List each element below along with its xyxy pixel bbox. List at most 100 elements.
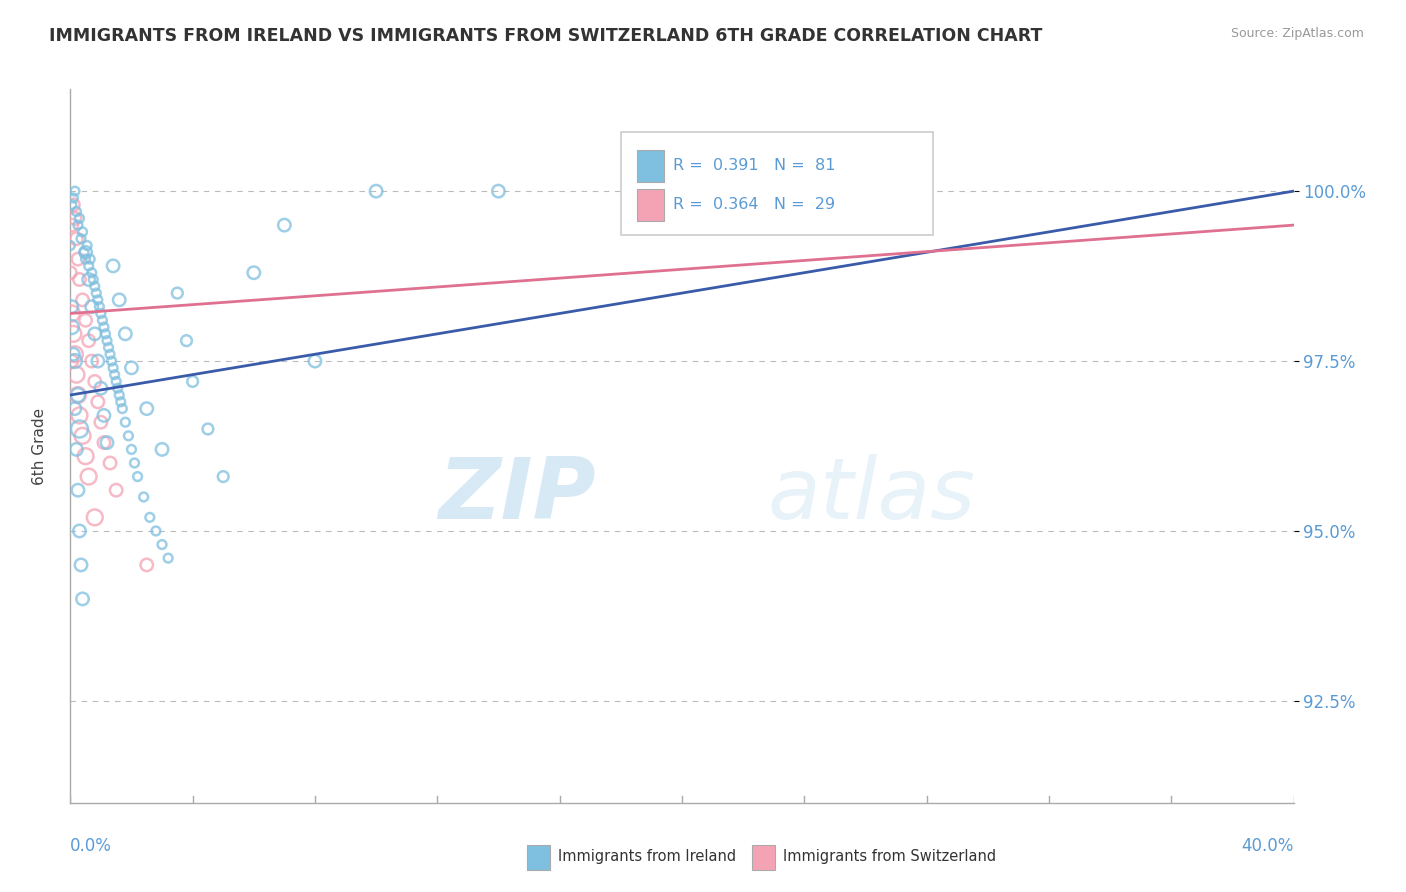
Point (77, 259, 100, 273)
Point (108, 388, 131, 402)
Point (66, 388, 89, 402)
Point (75, 252, 97, 266)
Point (98, 347, 121, 361)
Point (72, 293, 94, 307)
Point (75, 245, 97, 260)
Point (104, 368, 127, 382)
Text: Immigrants from Switzerland: Immigrants from Switzerland (783, 849, 997, 863)
Point (70, 558, 93, 572)
Point (121, 442, 143, 457)
Point (181, 375, 204, 389)
Point (82, 272, 104, 286)
FancyBboxPatch shape (621, 132, 932, 235)
Point (69, 409, 91, 423)
Point (89, 300, 111, 314)
Point (197, 422, 219, 436)
Point (65, 232, 87, 246)
Point (72, 225, 94, 239)
Point (62, 191, 84, 205)
Point (145, 524, 167, 538)
Bar (637, 189, 664, 221)
Point (63, 354, 86, 368)
Point (93, 409, 115, 423)
Point (117, 429, 139, 443)
Point (93, 435, 115, 450)
Point (70, 232, 93, 246)
Point (121, 360, 143, 375)
Point (243, 266, 266, 280)
Point (73, 245, 96, 260)
Point (80, 266, 103, 280)
Point (65, 442, 87, 457)
Point (62, 326, 84, 341)
Point (63, 184, 86, 198)
Point (124, 456, 146, 470)
Point (63, 211, 86, 226)
Point (111, 401, 134, 416)
Point (60, 198, 83, 212)
Point (62, 347, 84, 361)
Point (83, 510, 105, 524)
Point (96, 334, 118, 348)
Point (135, 558, 157, 572)
Point (100, 354, 122, 368)
Point (83, 375, 105, 389)
Point (75, 449, 97, 463)
Point (77, 272, 100, 286)
Text: Immigrants from Ireland: Immigrants from Ireland (558, 849, 737, 863)
Point (488, 184, 510, 198)
Point (77, 469, 100, 483)
Text: ZIP: ZIP (439, 454, 596, 538)
Point (80, 354, 103, 368)
Bar (637, 150, 664, 182)
Point (77, 334, 100, 348)
Point (157, 551, 180, 566)
Point (93, 320, 115, 334)
Text: 40.0%: 40.0% (1241, 837, 1294, 855)
Point (87, 293, 110, 307)
Point (139, 510, 162, 524)
Point (105, 483, 128, 498)
Point (60, 320, 83, 334)
Point (66, 252, 89, 266)
Point (59, 238, 82, 252)
Text: atlas: atlas (768, 454, 976, 538)
Point (166, 286, 188, 301)
Point (69, 272, 91, 286)
Point (176, 334, 198, 348)
Point (96, 435, 118, 450)
Point (107, 381, 129, 395)
Point (98, 456, 121, 470)
Point (69, 422, 91, 436)
Point (69, 524, 91, 538)
Point (60, 354, 83, 368)
Point (65, 368, 87, 382)
Text: R =  0.364   N =  29: R = 0.364 N = 29 (673, 197, 835, 212)
Point (94, 326, 117, 341)
Point (65, 204, 87, 219)
Point (304, 354, 326, 368)
Point (114, 326, 136, 341)
Point (59, 266, 82, 280)
Point (69, 211, 91, 226)
Point (76, 238, 98, 252)
Text: Source: ZipAtlas.com: Source: ZipAtlas.com (1230, 27, 1364, 40)
Point (72, 429, 94, 443)
Point (110, 394, 132, 409)
Point (91, 313, 114, 327)
Point (66, 388, 89, 402)
Point (97, 341, 120, 355)
Point (101, 360, 124, 375)
Point (105, 375, 128, 389)
Point (63, 347, 86, 361)
Point (212, 469, 235, 483)
Point (60, 300, 83, 314)
Point (273, 218, 295, 232)
Point (83, 279, 105, 293)
Point (90, 415, 112, 429)
Point (66, 218, 89, 232)
Point (60, 306, 83, 320)
Point (63, 401, 86, 416)
Point (87, 394, 110, 409)
Point (108, 293, 131, 307)
